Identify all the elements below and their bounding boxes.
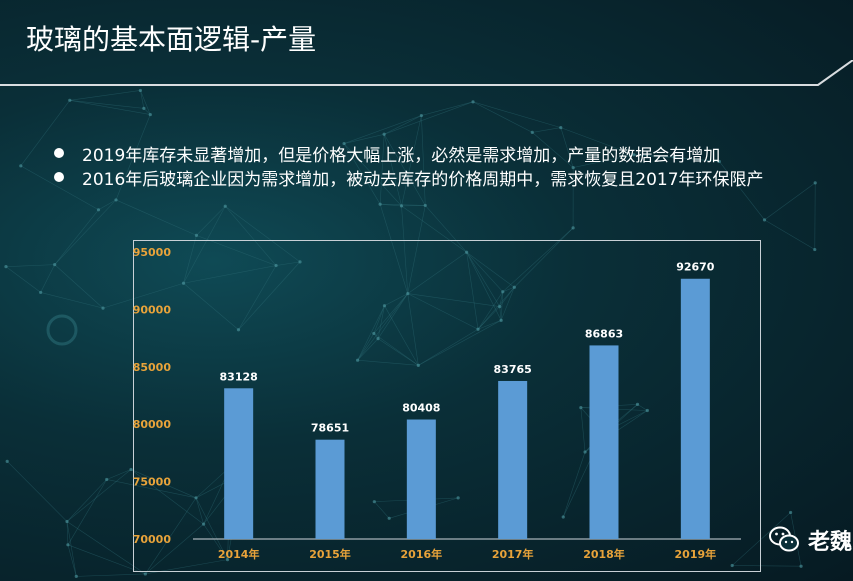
y-tick-label: 95000	[133, 246, 171, 259]
title-divider	[0, 60, 853, 86]
bar	[224, 388, 254, 539]
x-tick-label: 2015年	[309, 547, 351, 561]
bullet-dot-icon	[54, 148, 64, 158]
bar	[315, 439, 345, 539]
data-label: 83128	[220, 370, 258, 383]
bullet-dot-icon	[54, 172, 64, 182]
x-tick-label: 2017年	[492, 547, 534, 561]
data-label: 78651	[311, 422, 349, 435]
bar	[680, 278, 710, 539]
bar	[498, 380, 528, 539]
y-tick-label: 90000	[133, 303, 171, 316]
y-tick-label: 80000	[133, 418, 171, 431]
bar-chart: 70000 75000 80000 85000 90000 95000 83128 2014年…	[133, 246, 741, 561]
bullet-list: 2019年库存未显著增加，但是价格大幅上涨，必然是需求增加，产量的数据会有增加 …	[54, 141, 853, 189]
bullet-item: 2016年后玻璃企业因为需求增加，被动去库存的价格周期中，需求恢复且2017年环…	[54, 165, 853, 189]
data-label: 86863	[585, 327, 623, 340]
x-tick-label: 2016年	[401, 547, 443, 561]
x-tick-label: 2019年	[675, 547, 717, 561]
bullet-text: 2019年库存未显著增加，但是价格大幅上涨，必然是需求增加，产量的数据会有增加	[82, 145, 721, 166]
data-label: 80408	[402, 402, 440, 415]
chart-frame	[133, 240, 761, 572]
data-label: 83765	[494, 363, 532, 376]
y-tick-label: 70000	[133, 533, 171, 546]
x-tick-label: 2018年	[583, 547, 625, 561]
bullet-text: 2016年后玻璃企业因为需求增加，被动去库存的价格周期中，需求恢复且2017年环…	[82, 169, 764, 190]
data-label: 92670	[676, 261, 715, 274]
bar	[406, 419, 436, 539]
y-tick-label: 75000	[133, 476, 171, 489]
bar	[589, 345, 619, 539]
wechat-icon	[769, 526, 799, 552]
watermark-text: 老魏	[808, 530, 853, 555]
page-title: 玻璃的基本面逻辑-产量	[26, 23, 317, 56]
y-tick-label: 85000	[133, 361, 171, 374]
watermark: 老魏	[768, 524, 852, 556]
bullet-item: 2019年库存未显著增加，但是价格大幅上涨，必然是需求增加，产量的数据会有增加	[54, 141, 853, 166]
x-tick-label: 2014年	[218, 547, 260, 561]
